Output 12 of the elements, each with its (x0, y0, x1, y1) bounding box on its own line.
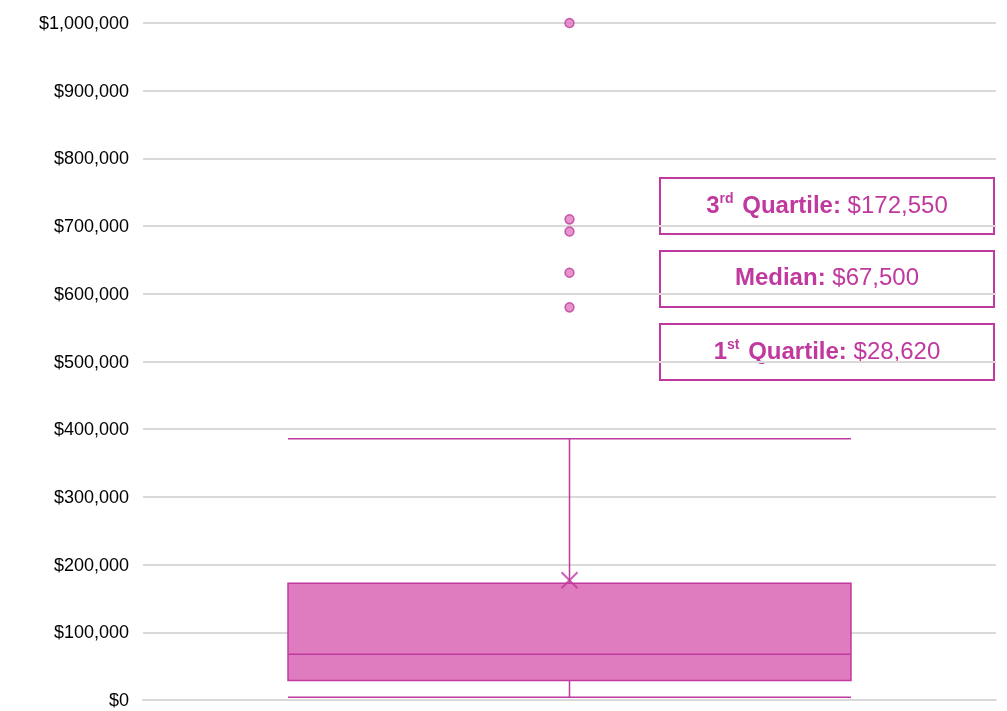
annotation: Median: $67,500 (734, 262, 920, 290)
y-tick-label: $300,000 (53, 486, 129, 507)
y-tick-label: $1,000,000 (38, 13, 129, 33)
y-tick-label: $900,000 (53, 80, 129, 101)
y-tick-label: $100,000 (53, 622, 129, 643)
y-tick-label: $500,000 (53, 351, 129, 372)
y-tick-label: $600,000 (53, 283, 129, 304)
y-tick-label: $700,000 (53, 216, 129, 237)
y-tick-label: $800,000 (53, 148, 129, 169)
y-tick-label: $400,000 (53, 419, 129, 440)
y-tick-label: $0 (108, 690, 129, 710)
y-tick-label: $200,000 (53, 554, 129, 575)
